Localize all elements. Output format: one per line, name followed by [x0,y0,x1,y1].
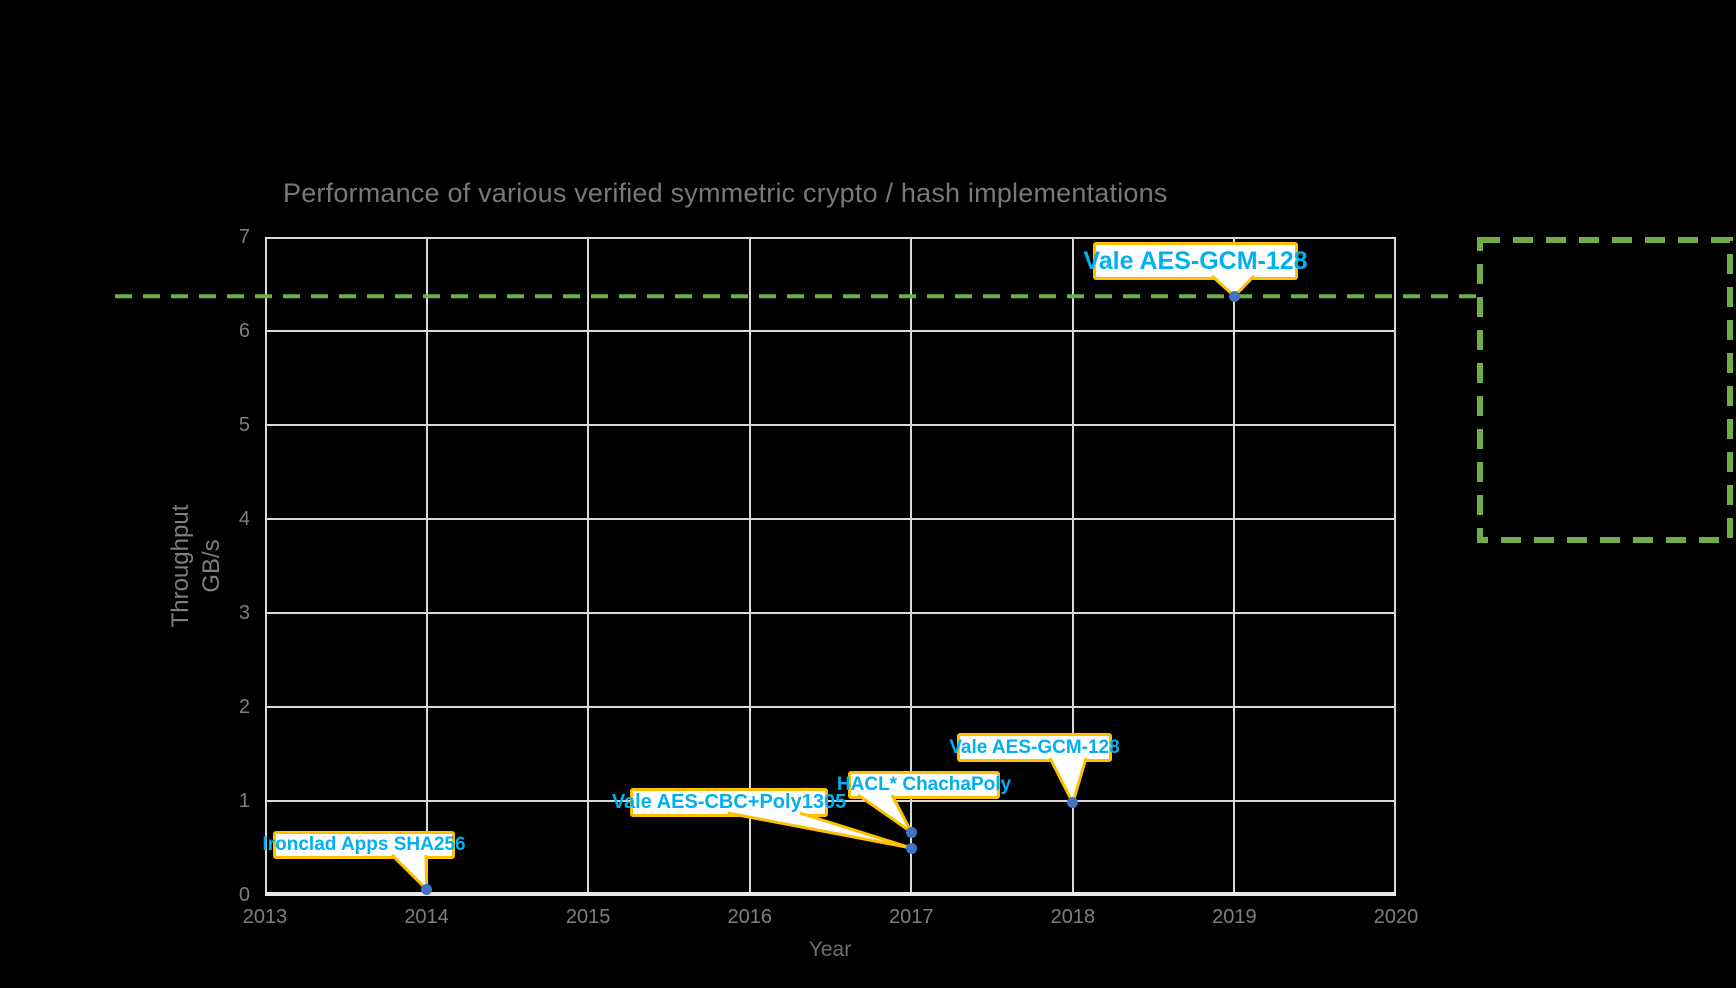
y-tick-label: 0 [238,884,250,906]
data-point [1228,290,1240,302]
data-point [421,883,433,895]
x-tick-label: 2020 [1373,906,1419,928]
y-tick-label: 1 [238,790,250,812]
x-tick-label: 2018 [1050,906,1096,928]
y-tick-label: 2 [238,696,250,718]
x-tick-label: 2015 [565,906,611,928]
x-axis-line [265,892,1396,896]
gridline-vertical [1233,237,1236,895]
gridline-horizontal [265,518,1396,520]
chart-title: Performance of various verified symmetri… [283,178,1168,208]
gridline-vertical [1071,237,1074,895]
gridline-horizontal [265,330,1396,332]
gridline-horizontal [265,800,1396,802]
callout-label: Vale AES-CBC+Poly1305 [612,788,846,817]
y-tick-label: 4 [238,508,250,530]
y-tick-label: 6 [238,320,250,342]
x-tick-label: 2017 [889,906,934,928]
y-tick-label: 7 [238,226,250,248]
gridline-vertical [910,237,913,895]
x-tick-label: 2014 [404,906,449,928]
gridline-horizontal [265,424,1396,426]
callout-label: Ironclad Apps SHA256 [262,831,466,859]
highlight-dashed-box [1477,237,1733,543]
callout-label: HACL* ChachaPoly [837,771,1011,799]
gridline-vertical [587,237,590,895]
gridline-vertical [425,237,428,895]
data-point [905,826,917,838]
gridline-horizontal [265,612,1396,614]
x-tick-label: 2019 [1212,906,1257,928]
gridline-horizontal [265,706,1396,708]
y-tick-label: 5 [238,414,250,436]
data-point [905,842,917,854]
y-tick-label: 3 [238,602,250,624]
x-tick-label: 2013 [242,906,288,928]
callout-label: Vale AES-GCM-128 [1083,242,1308,280]
callout-label: Vale AES-GCM-128 [949,733,1120,762]
x-tick-label: 2016 [727,906,772,928]
x-axis-title: Year [808,938,852,961]
gridline-vertical [748,237,751,895]
